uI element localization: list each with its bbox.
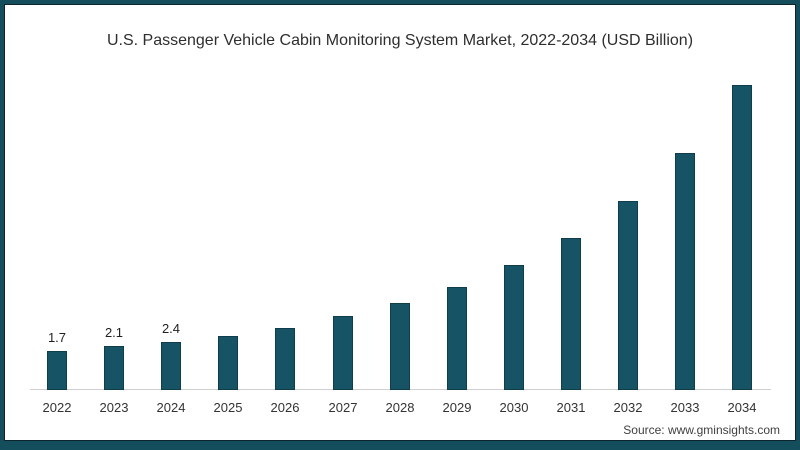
x-tick-label-2034: 2034: [727, 400, 757, 415]
bar-2029: [447, 287, 467, 390]
x-tick-label-2027: 2027: [328, 400, 358, 415]
x-tick-label-2030: 2030: [499, 400, 529, 415]
bar-2030: [504, 265, 524, 390]
source-attribution: Source: www.gminsights.com: [623, 423, 780, 437]
x-tick-label-2022: 2022: [42, 400, 72, 415]
data-label-2022: 1.7: [47, 330, 67, 345]
bar-2022: [47, 351, 67, 390]
data-label-2024: 2.4: [161, 321, 181, 336]
x-tick-label-2028: 2028: [385, 400, 415, 415]
bar-2025: [218, 336, 238, 390]
x-tick-label-2024: 2024: [156, 400, 186, 415]
x-tick-label-2023: 2023: [99, 400, 129, 415]
data-label-2023: 2.1: [104, 325, 124, 340]
bar-2031: [561, 238, 581, 390]
bar-2032: [618, 201, 638, 390]
bar-2033: [675, 153, 695, 390]
bar-2023: [104, 346, 124, 390]
x-tick-label-2031: 2031: [556, 400, 586, 415]
x-tick-label-2032: 2032: [613, 400, 643, 415]
bar-2024: [161, 342, 181, 390]
bar-2034: [732, 85, 752, 390]
bar-2028: [390, 303, 410, 390]
chart-title: U.S. Passenger Vehicle Cabin Monitoring …: [106, 32, 694, 49]
bar-2026: [275, 328, 295, 390]
x-tick-label-2029: 2029: [442, 400, 472, 415]
x-tick-label-2026: 2026: [270, 400, 300, 415]
x-tick-label-2025: 2025: [213, 400, 243, 415]
x-tick-label-2033: 2033: [670, 400, 700, 415]
bar-2027: [333, 316, 353, 390]
